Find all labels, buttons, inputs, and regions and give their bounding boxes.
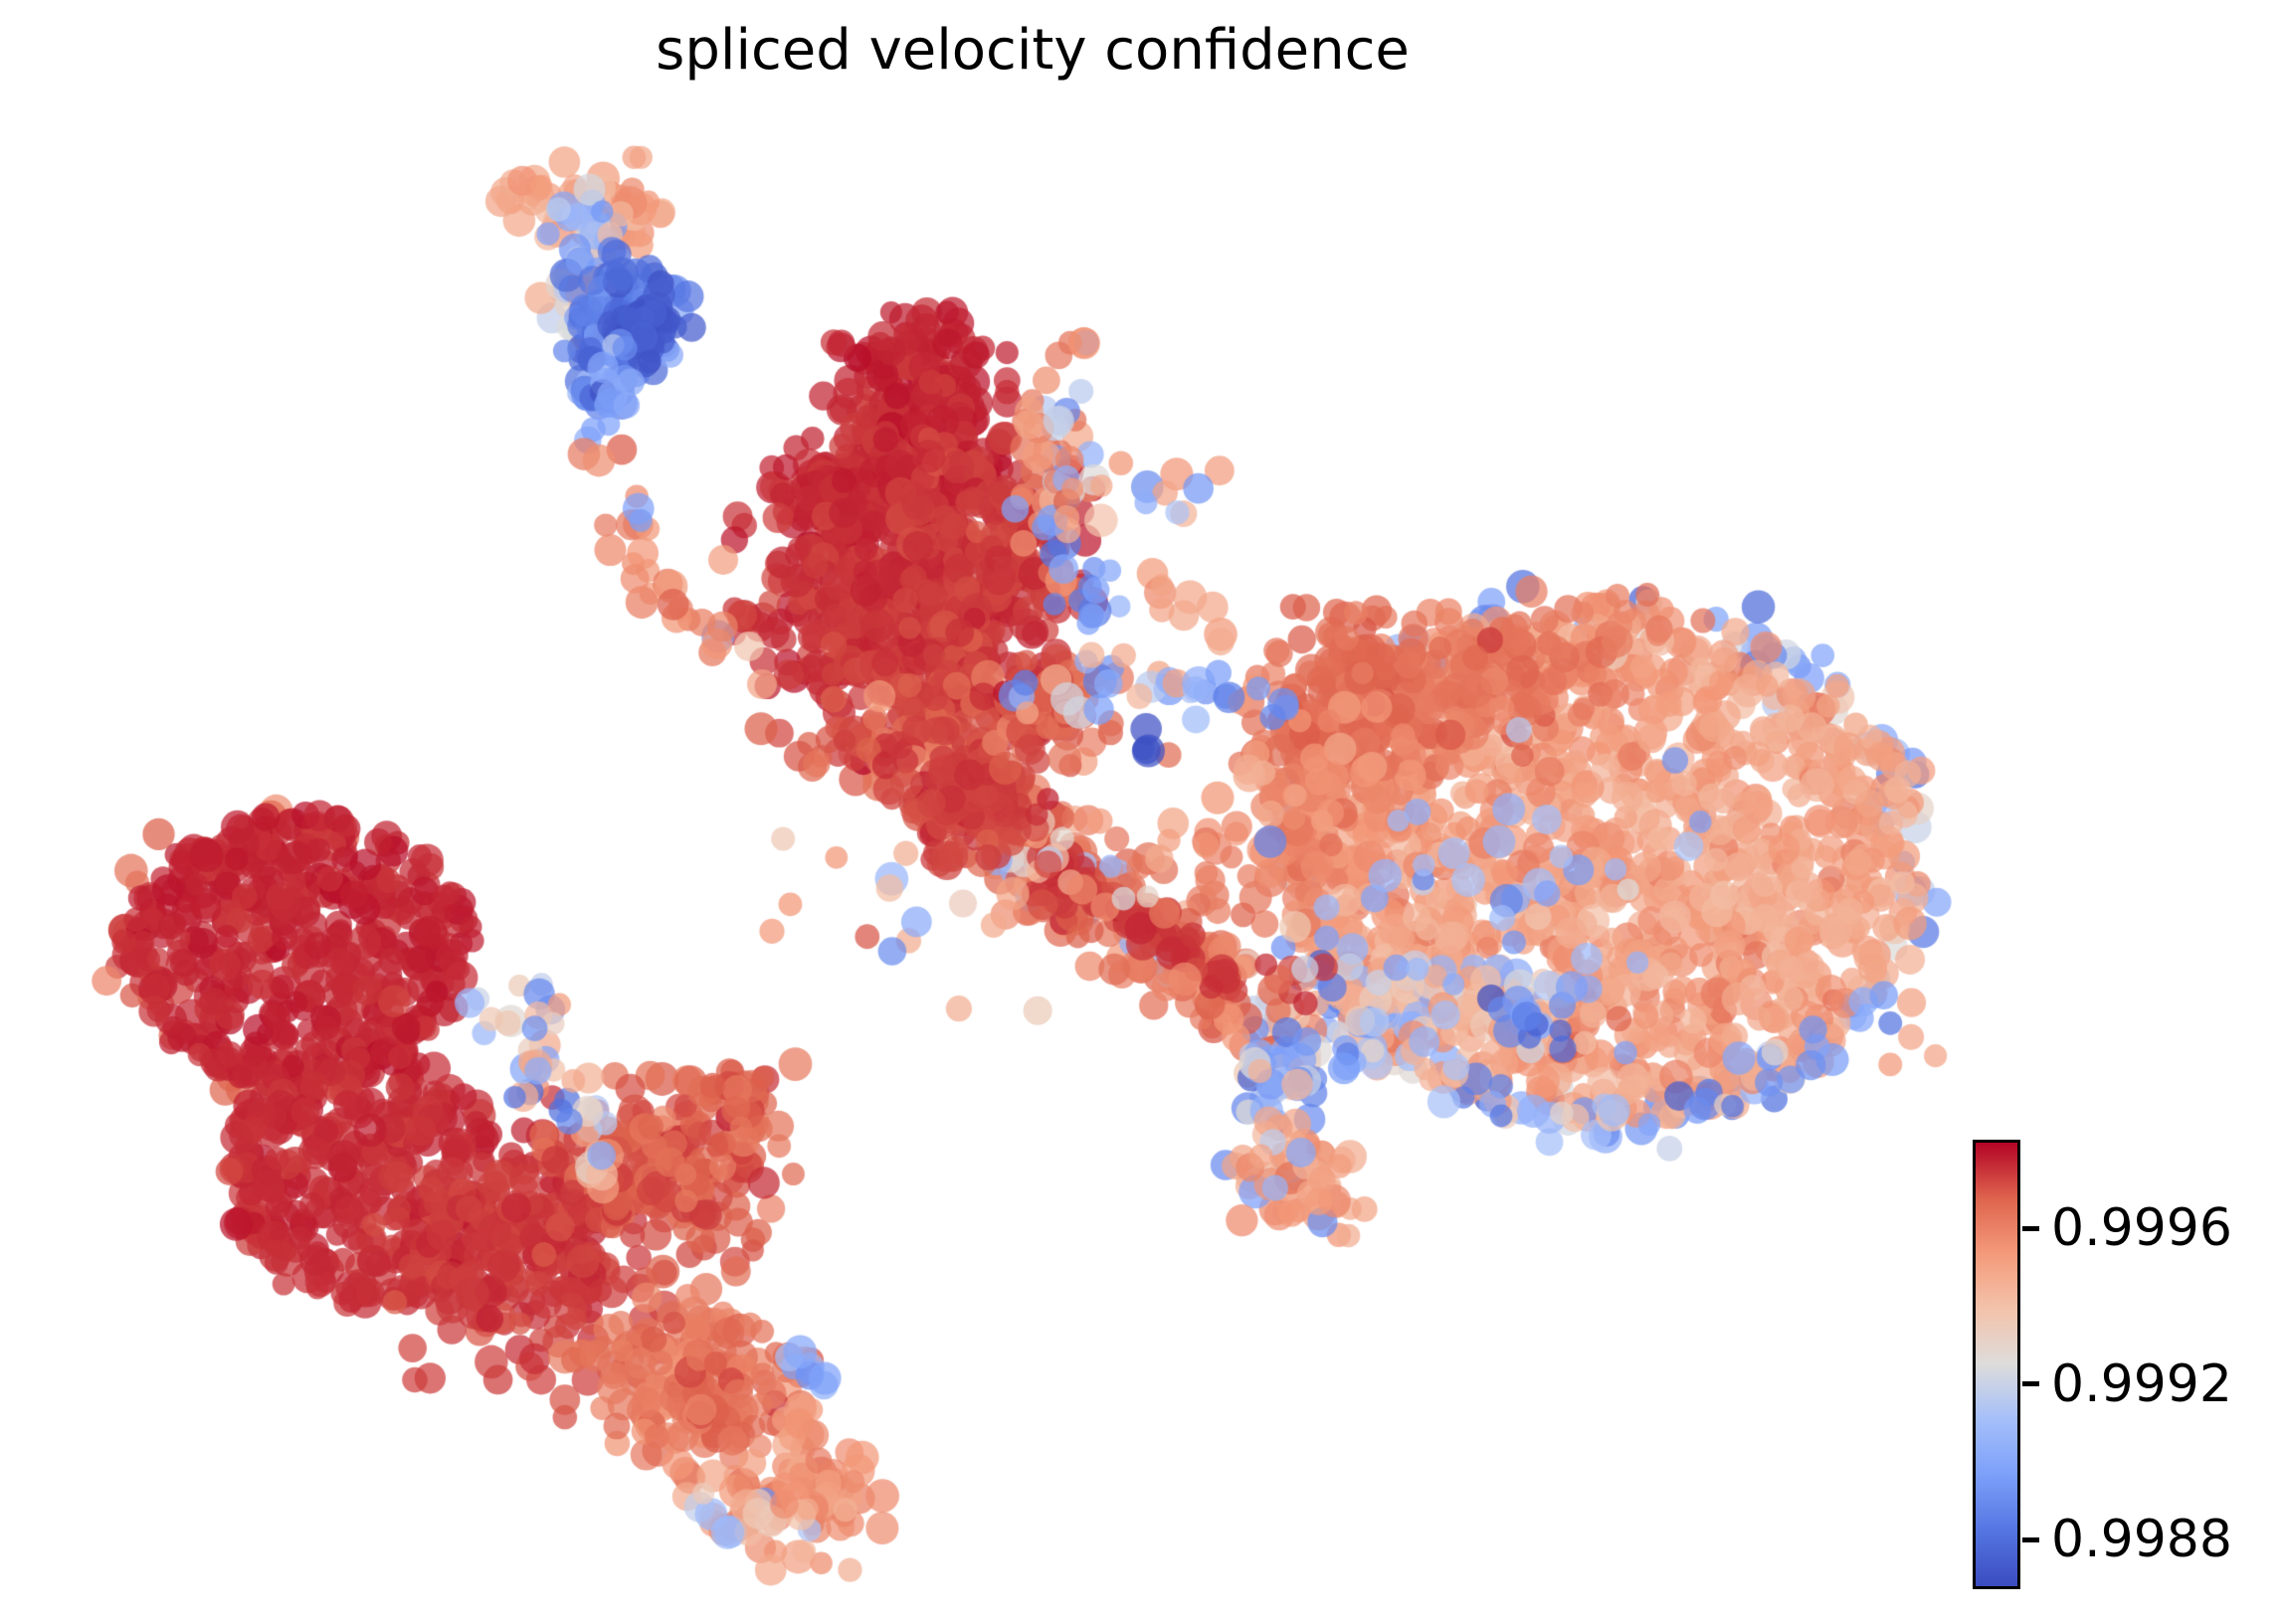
colorbar (1973, 1140, 2020, 1589)
colorbar-gradient (1976, 1143, 2017, 1586)
colorbar-tick-label-0: 0.9996 (2051, 1198, 2232, 1259)
chart-title: spliced velocity confidence (656, 18, 1410, 83)
colorbar-tick-label-2: 0.9988 (2051, 1510, 2232, 1570)
colorbar-tick-0 (2022, 1225, 2039, 1231)
colorbar-tick-2 (2022, 1536, 2039, 1542)
colorbar-tick-1 (2022, 1381, 2039, 1387)
colorbar-tick-label-1: 0.9992 (2051, 1353, 2232, 1414)
